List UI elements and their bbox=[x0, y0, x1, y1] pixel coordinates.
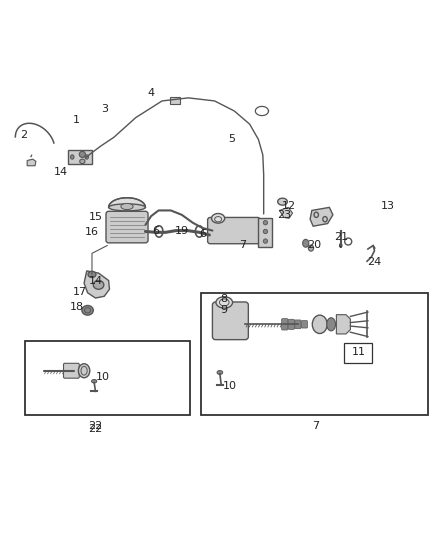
Text: 9: 9 bbox=[220, 305, 227, 316]
Ellipse shape bbox=[78, 364, 90, 378]
Text: 7: 7 bbox=[312, 421, 319, 431]
Polygon shape bbox=[27, 159, 36, 166]
Ellipse shape bbox=[263, 221, 268, 225]
Text: 23: 23 bbox=[277, 210, 291, 220]
Text: 7: 7 bbox=[240, 240, 247, 251]
FancyBboxPatch shape bbox=[208, 217, 260, 244]
Ellipse shape bbox=[92, 379, 97, 383]
Ellipse shape bbox=[121, 204, 133, 209]
Ellipse shape bbox=[80, 159, 85, 164]
Text: 4: 4 bbox=[148, 88, 155, 99]
FancyBboxPatch shape bbox=[288, 319, 294, 329]
FancyBboxPatch shape bbox=[64, 364, 79, 378]
FancyBboxPatch shape bbox=[212, 302, 248, 340]
Polygon shape bbox=[279, 207, 293, 219]
Text: 13: 13 bbox=[381, 201, 395, 211]
FancyBboxPatch shape bbox=[295, 320, 301, 329]
Ellipse shape bbox=[278, 198, 287, 205]
Text: 1: 1 bbox=[73, 115, 80, 125]
Ellipse shape bbox=[312, 315, 327, 334]
Text: 3: 3 bbox=[102, 104, 109, 114]
Text: 14: 14 bbox=[53, 167, 67, 177]
Text: 24: 24 bbox=[367, 257, 381, 267]
Ellipse shape bbox=[263, 239, 268, 243]
Bar bbox=[258, 219, 272, 247]
FancyBboxPatch shape bbox=[282, 319, 288, 330]
Ellipse shape bbox=[216, 297, 233, 308]
Ellipse shape bbox=[308, 245, 314, 251]
Ellipse shape bbox=[82, 305, 93, 315]
Ellipse shape bbox=[217, 370, 223, 375]
Ellipse shape bbox=[88, 271, 96, 278]
Polygon shape bbox=[310, 207, 333, 226]
Polygon shape bbox=[109, 198, 145, 207]
Text: 12: 12 bbox=[282, 201, 296, 212]
Ellipse shape bbox=[212, 214, 225, 223]
Text: 19: 19 bbox=[175, 227, 189, 237]
Text: 6: 6 bbox=[199, 229, 206, 239]
Text: 8: 8 bbox=[220, 294, 227, 304]
Text: 22: 22 bbox=[88, 421, 102, 431]
Ellipse shape bbox=[79, 151, 85, 157]
Text: 10: 10 bbox=[96, 372, 110, 382]
Text: 6: 6 bbox=[152, 225, 159, 236]
Bar bbox=[170, 96, 180, 104]
Text: 21: 21 bbox=[335, 232, 349, 242]
Ellipse shape bbox=[327, 318, 336, 331]
Ellipse shape bbox=[263, 229, 268, 233]
Polygon shape bbox=[84, 271, 110, 298]
Bar bbox=[25, 341, 190, 415]
Text: 11: 11 bbox=[352, 347, 366, 357]
FancyBboxPatch shape bbox=[301, 320, 307, 328]
Text: 18: 18 bbox=[70, 302, 84, 312]
Text: 20: 20 bbox=[307, 240, 321, 251]
Text: 2: 2 bbox=[21, 130, 28, 140]
Ellipse shape bbox=[303, 239, 309, 247]
Text: 17: 17 bbox=[73, 287, 87, 297]
Ellipse shape bbox=[109, 204, 145, 211]
Polygon shape bbox=[336, 314, 350, 334]
Text: 16: 16 bbox=[85, 228, 99, 237]
Ellipse shape bbox=[85, 155, 88, 159]
Bar bbox=[201, 293, 428, 415]
Bar bbox=[344, 343, 372, 363]
Bar bbox=[68, 150, 92, 164]
Ellipse shape bbox=[71, 155, 74, 159]
Text: 22: 22 bbox=[88, 424, 102, 434]
FancyBboxPatch shape bbox=[106, 211, 148, 243]
Ellipse shape bbox=[93, 280, 104, 289]
Text: 10: 10 bbox=[223, 381, 237, 391]
Text: 15: 15 bbox=[88, 212, 102, 222]
FancyArrowPatch shape bbox=[31, 155, 32, 157]
Text: 5: 5 bbox=[229, 134, 236, 144]
Ellipse shape bbox=[339, 243, 342, 248]
Text: 14: 14 bbox=[88, 276, 102, 286]
